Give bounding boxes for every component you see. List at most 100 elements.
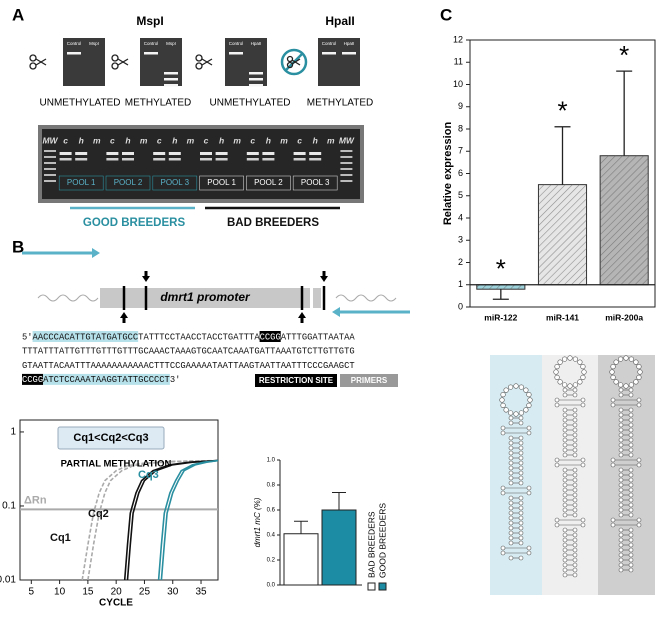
gel-band xyxy=(249,72,263,75)
nucleotide xyxy=(618,502,624,508)
y-axis-label: Relative expression xyxy=(442,122,454,226)
lane-label: h xyxy=(219,135,224,145)
nucleotide xyxy=(628,542,634,548)
nucleotide xyxy=(562,452,568,458)
gel-image xyxy=(42,129,360,199)
nucleotide xyxy=(628,562,634,568)
gel-band xyxy=(249,78,263,81)
nucleotide xyxy=(562,527,568,533)
structure-panel xyxy=(490,355,542,595)
promoter-diagram xyxy=(22,248,410,323)
nucleotide xyxy=(523,387,529,393)
x-tick-label: miR-122 xyxy=(484,312,517,322)
curve xyxy=(160,459,219,581)
y-tick-label: 0.4 xyxy=(267,533,276,539)
lane-label: c xyxy=(110,135,115,145)
panel-label: B xyxy=(12,237,24,256)
nucleotide xyxy=(618,477,624,483)
nucleotide xyxy=(572,487,578,493)
sequence-text: TTTATTTATTGTTTGTTTGTTTGCAAACTAAAGTGCAATC… xyxy=(22,347,355,357)
nucleotide xyxy=(610,397,616,403)
nucleotide xyxy=(610,374,616,380)
nucleotide xyxy=(628,447,634,453)
nucleotide xyxy=(618,562,624,568)
nucleotide xyxy=(562,447,568,453)
gel-band xyxy=(75,152,88,155)
curve xyxy=(87,459,219,581)
nucleotide xyxy=(562,537,568,543)
nucleotide xyxy=(633,379,639,385)
gel-image xyxy=(318,38,360,86)
bar-hatch xyxy=(476,284,525,290)
nucleotide xyxy=(610,462,616,468)
nucleotide xyxy=(554,402,560,408)
lane-label: Control xyxy=(229,41,244,46)
sequence-highlight xyxy=(22,373,44,385)
nucleotide xyxy=(572,447,578,453)
nucleotide xyxy=(500,545,506,551)
gel-band xyxy=(44,150,56,152)
nucleotide xyxy=(618,497,624,503)
nucleotide xyxy=(572,567,578,573)
nucleotide xyxy=(562,542,568,548)
nucleotide xyxy=(518,495,524,501)
pool-label: POOL 1 xyxy=(67,178,96,187)
lane-label: h xyxy=(79,135,84,145)
nucleotide xyxy=(508,480,514,486)
nucleotide xyxy=(562,427,568,433)
lane-label: Control xyxy=(67,41,82,46)
lane-label: MW xyxy=(42,135,58,145)
group-label: BAD BREEDERS xyxy=(227,217,319,229)
nucleotide xyxy=(518,475,524,481)
nucleotide xyxy=(572,452,578,458)
nucleotide xyxy=(572,502,578,508)
nucleotide xyxy=(628,412,634,418)
nucleotide xyxy=(562,382,568,388)
nucleotide xyxy=(618,382,624,388)
nucleotide xyxy=(572,356,578,362)
nucleotide xyxy=(618,532,624,538)
nucleotide xyxy=(562,437,568,443)
nucleotide xyxy=(628,427,634,433)
nucleotide xyxy=(613,379,619,385)
nucleotide xyxy=(513,383,519,389)
nucleotide xyxy=(554,522,560,528)
legend-label: RESTRICTION SITE xyxy=(259,376,334,385)
nucleotide xyxy=(518,505,524,511)
pool-box xyxy=(292,175,338,191)
nucleotide xyxy=(562,512,568,518)
nucleotide xyxy=(572,382,578,388)
gel-band xyxy=(262,152,275,155)
nucleotide xyxy=(572,412,578,418)
nucleotide xyxy=(610,457,616,463)
nucleotide xyxy=(636,374,642,380)
gel-band xyxy=(200,152,212,155)
nucleotide xyxy=(554,457,560,463)
gel-band xyxy=(164,78,178,81)
nucleotide xyxy=(623,355,629,361)
nucleotide xyxy=(628,432,634,438)
nucleotide xyxy=(508,530,514,536)
nucleotide xyxy=(572,427,578,433)
nucleotide xyxy=(557,379,563,385)
nucleotide xyxy=(562,387,568,393)
gel-band xyxy=(59,152,72,155)
gel-band xyxy=(215,152,228,155)
nucleotide xyxy=(628,507,634,513)
gel-band xyxy=(342,52,356,55)
sequence-highlight xyxy=(32,331,139,342)
y-tick-label: 4 xyxy=(458,212,463,222)
nucleotide xyxy=(508,440,514,446)
pool-box xyxy=(105,175,151,191)
nucleotide xyxy=(508,495,514,501)
pool-box xyxy=(246,175,291,191)
nucleotide xyxy=(618,512,624,518)
nucleotide xyxy=(572,547,578,553)
nucleotide xyxy=(610,517,616,523)
gel-band xyxy=(340,180,353,182)
nucleotide xyxy=(618,527,624,533)
nucleotide xyxy=(518,470,524,476)
nucleotide xyxy=(636,522,642,528)
y-tick-label: 1 xyxy=(458,279,463,289)
enzyme-name: HpaII xyxy=(325,14,354,28)
